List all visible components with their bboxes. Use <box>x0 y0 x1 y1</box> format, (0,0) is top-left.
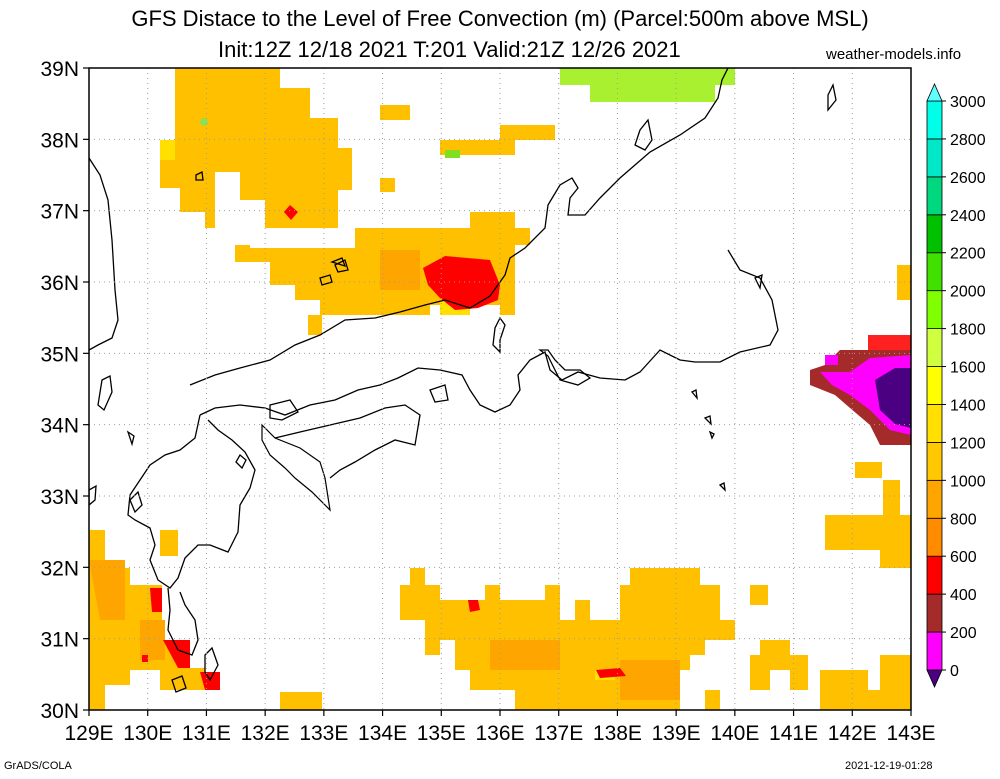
x-axis: 129E 130E 131E 132E 133E 134E 135E 136E 137E 138E… <box>64 710 936 745</box>
colorbar-swatch <box>926 517 943 557</box>
lfc-green-speck <box>445 150 460 158</box>
field-layer <box>89 68 911 710</box>
colorbar-label: 2400 <box>950 208 986 225</box>
x-tick-label: 140E <box>710 722 759 745</box>
colorbar-label: 1600 <box>950 360 986 377</box>
chart-title: GFS Distace to the Level of Free Convect… <box>131 6 869 31</box>
y-tick-label: 33N <box>40 486 79 509</box>
x-tick-label: 137E <box>534 722 583 745</box>
colorbar-label: 2800 <box>950 132 986 149</box>
colorbar-label: 2000 <box>950 284 986 301</box>
colorbar-over-triangle <box>926 83 943 102</box>
colorbar-label: 0 <box>950 663 959 680</box>
footer-timestamp: 2021-12-19-01:28 <box>845 760 933 772</box>
coastlines <box>89 68 837 693</box>
x-tick-label: 139E <box>652 722 701 745</box>
x-tick-label: 142E <box>828 722 877 745</box>
x-tick-label: 136E <box>475 722 524 745</box>
colorbar-label: 1000 <box>950 473 986 490</box>
colorbar-label: 1200 <box>950 435 986 452</box>
x-tick-label: 141E <box>769 722 818 745</box>
grid-lines <box>89 68 911 710</box>
y-tick-label: 39N <box>40 58 79 81</box>
y-tick-label: 36N <box>40 272 79 295</box>
colorbar-swatch <box>926 404 943 443</box>
colorbar-swatch <box>926 479 943 519</box>
x-tick-label: 131E <box>182 722 231 745</box>
colorbar-label: 2600 <box>950 170 986 187</box>
lfc-0-200-speck <box>825 355 838 365</box>
colorbar-label: 1800 <box>950 322 986 339</box>
y-tick-label: 38N <box>40 129 79 152</box>
colorbar-label: 3000 <box>950 94 986 111</box>
colorbar-label: 200 <box>950 625 977 642</box>
colorbar-label: 400 <box>950 587 977 604</box>
colorbar-under-triangle <box>926 669 943 688</box>
colorbar-swatch <box>926 138 943 178</box>
x-tick-label: 133E <box>299 722 348 745</box>
y-tick-label: 34N <box>40 415 79 438</box>
x-tick-label: 134E <box>358 722 407 745</box>
colorbar-swatch <box>926 214 943 254</box>
y-tick-label: 32N <box>40 557 79 580</box>
y-tick-label: 31N <box>40 629 79 652</box>
lfc-below-0-region <box>875 368 911 428</box>
colorbar-swatch <box>926 631 943 671</box>
footer-software-credit: GrADS/COLA <box>4 760 72 772</box>
colorbar-swatch <box>926 328 943 367</box>
colorbar-swatch <box>926 100 943 140</box>
colorbar-label: 600 <box>950 549 977 566</box>
colorbar: 0 200 400 600 800 1000 1200 1400 1600 1800 2000 220… <box>926 83 986 688</box>
y-axis: 30N 31N 32N 33N 34N 35N 36N 37N 38N 39N <box>40 58 89 723</box>
y-tick-label: 35N <box>40 343 79 366</box>
x-tick-label: 129E <box>64 722 113 745</box>
lfc-green-speck <box>200 118 208 126</box>
source-website: weather-models.info <box>826 46 962 63</box>
x-tick-label: 138E <box>593 722 642 745</box>
x-tick-label: 130E <box>123 722 172 745</box>
chart-subtitle: Init:12Z 12/18 2021 T:201 Valid:21Z 12/2… <box>218 37 681 62</box>
colorbar-swatch <box>926 290 943 329</box>
colorbar-swatch <box>926 176 943 216</box>
lfc-1600-2000-region <box>560 68 735 102</box>
y-tick-label: 30N <box>40 700 79 723</box>
colorbar-label: 2200 <box>950 246 986 263</box>
lfc-400-600-region-east <box>868 335 911 350</box>
colorbar-label: 1400 <box>950 397 986 414</box>
colorbar-swatch <box>926 593 943 633</box>
colorbar-swatch <box>926 555 943 595</box>
lfc-800-1000-patches <box>89 250 680 700</box>
colorbar-swatch <box>926 252 943 292</box>
colorbar-swatch <box>926 441 943 481</box>
x-tick-label: 135E <box>417 722 466 745</box>
colorbar-label: 800 <box>950 511 977 528</box>
x-tick-label: 143E <box>886 722 935 745</box>
colorbar-swatch <box>926 366 943 405</box>
x-tick-label: 132E <box>241 722 290 745</box>
lfc-400-600-patches <box>142 205 626 690</box>
y-tick-label: 37N <box>40 201 79 224</box>
